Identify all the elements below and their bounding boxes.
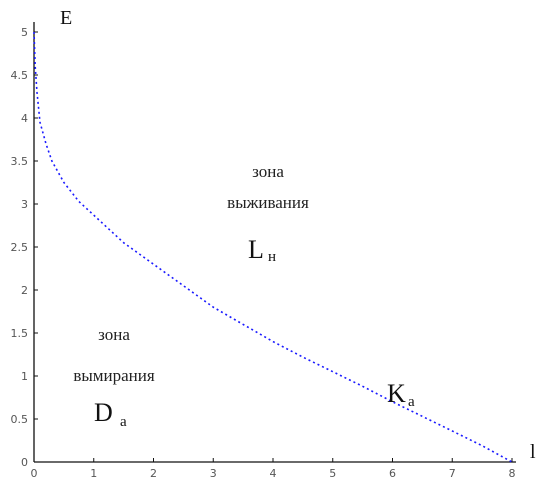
x-tick-label: 6 bbox=[389, 467, 396, 480]
y-tick-label: 3 bbox=[21, 198, 28, 211]
y-tick-label: 4 bbox=[21, 112, 28, 125]
x-tick-label: 1 bbox=[90, 467, 97, 480]
x-tick-label: 4 bbox=[270, 467, 277, 480]
zone-extinction-subscript: а bbox=[120, 414, 127, 430]
zone-extinction-line2: вымирания bbox=[73, 366, 155, 385]
zone-survival-line2: выживания bbox=[227, 193, 309, 212]
y-tick-label: 5 bbox=[21, 26, 28, 39]
zone-survival-subscript: н bbox=[268, 249, 276, 265]
y-tick-label: 1.5 bbox=[11, 327, 29, 340]
x-axis-label: l bbox=[530, 441, 536, 463]
series-line bbox=[33, 31, 513, 463]
zone-survival-symbol: L bbox=[248, 235, 264, 264]
y-tick-label: 0 bbox=[21, 456, 28, 469]
curve-label-symbol: K bbox=[387, 379, 406, 408]
y-tick-label: 3.5 bbox=[11, 155, 29, 168]
zone-extinction-symbol: D bbox=[94, 398, 113, 427]
series-layer bbox=[33, 31, 513, 463]
y-axis-label: E bbox=[60, 7, 72, 29]
y-ticks: 0 0.5 1 1.5 2 2.5 3 3.5 4 4.5 5 bbox=[11, 26, 38, 469]
x-tick-label: 8 bbox=[509, 467, 516, 480]
y-tick-label: 4.5 bbox=[11, 69, 29, 82]
zone-extinction-line1: зона bbox=[98, 325, 130, 344]
y-tick-label: 0.5 bbox=[11, 413, 29, 426]
zone-survival-line1: зона bbox=[252, 162, 284, 181]
x-tick-label: 0 bbox=[31, 467, 38, 480]
y-tick-label: 1 bbox=[21, 370, 28, 383]
curve-label-subscript: а bbox=[408, 394, 415, 410]
axes bbox=[33, 22, 516, 463]
x-ticks: 0 1 2 3 4 5 6 7 8 bbox=[31, 458, 516, 480]
zone-extinction-annotation: зона вымирания D а bbox=[73, 325, 155, 430]
x-tick-label: 5 bbox=[329, 467, 336, 480]
curve-label-annotation: K а bbox=[387, 379, 415, 410]
x-tick-label: 3 bbox=[210, 467, 217, 480]
y-tick-label: 2 bbox=[21, 284, 28, 297]
y-tick-label: 2.5 bbox=[11, 241, 29, 254]
x-tick-label: 7 bbox=[449, 467, 456, 480]
x-tick-label: 2 bbox=[150, 467, 157, 480]
zone-survival-annotation: зона выживания L н bbox=[227, 162, 309, 265]
